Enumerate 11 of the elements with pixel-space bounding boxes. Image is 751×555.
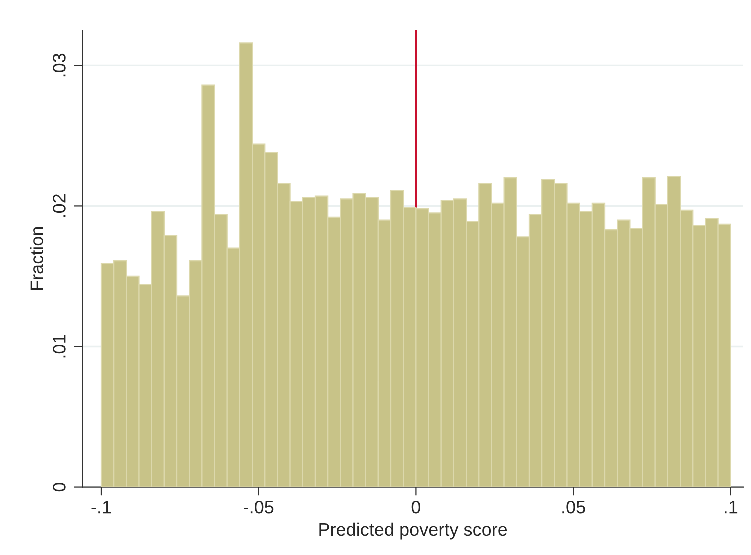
x-tick-label: .05 [562, 500, 586, 514]
x-axis-title: Predicted poverty score [320, 522, 508, 540]
y-tick-label: .01 [53, 335, 66, 358]
x-tick-label: -.05 [244, 500, 274, 514]
y-tick-label: 0 [53, 482, 66, 492]
x-tick-label: 0 [412, 500, 421, 514]
y-axis-title: Fraction [30, 227, 44, 290]
x-tick-label: -.1 [92, 501, 112, 514]
y-tick-label: .03 [53, 54, 66, 77]
y-tick-label: .02 [53, 194, 66, 218]
x-tick-label: .1 [725, 501, 738, 514]
